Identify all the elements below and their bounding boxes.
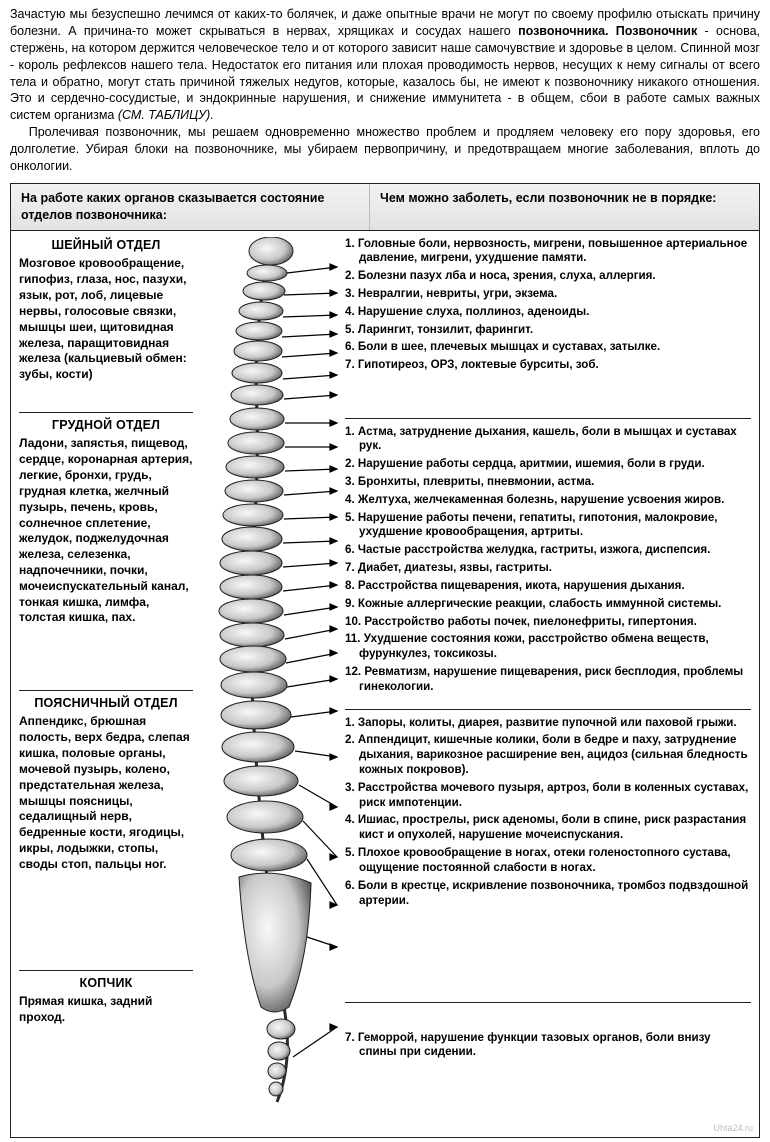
intro-p2: Пролечивая позвоночник, мы решаем одновр… xyxy=(10,124,760,175)
list-item: 6. Частые расстройства желудка, гастриты… xyxy=(345,543,751,558)
list-item: 9. Кожные аллергические реакции, слабост… xyxy=(345,597,751,612)
list-item: 2. Болезни пазух лба и носа, зрения, слу… xyxy=(345,269,751,284)
list-item: 1. Головные боли, нервозность, мигрени, … xyxy=(345,237,751,267)
list-item: 6. Боли в шее, плечевых мышцах и сустава… xyxy=(345,340,751,355)
sec4-diseases: 7. Геморрой, нарушение функции тазовых о… xyxy=(345,1031,751,1121)
list-item: 10. Расстройство работы почек, пиелонефр… xyxy=(345,615,751,630)
watermark: Uhta24.ru xyxy=(713,1122,753,1134)
sec2-diseases: 1. Астма, затруднение дыхания, кашель, б… xyxy=(345,425,751,703)
list-item: 2. Аппендицит, кишечные колики, боли в б… xyxy=(345,733,751,777)
left-column: ШЕЙНЫЙ ОТДЕЛ Мозговое кровообращение, ги… xyxy=(19,237,199,1127)
list-item: 12. Ревматизм, нарушение пищеварения, ри… xyxy=(345,665,751,695)
header-left: На работе каких органов сказывается сост… xyxy=(11,184,370,230)
list-item: 8. Расстройства пищеварения, икота, нару… xyxy=(345,579,751,594)
list-item: 3. Невралгии, невриты, угри, экзема. xyxy=(345,287,751,302)
intro-text: Зачастую мы безуспешно лечимся от каких-… xyxy=(10,6,760,175)
list-item: 7. Диабет, диатезы, язвы, гастриты. xyxy=(345,561,751,576)
sec3-organs: Аппендикс, брюшная полость, верх бедра, … xyxy=(19,714,193,872)
list-item: 6. Боли в крестце, искривление позвоночн… xyxy=(345,879,751,909)
list-item: 4. Желтуха, желчекаменная болезнь, наруш… xyxy=(345,493,751,508)
header-right: Чем можно заболеть, если позвоночник не … xyxy=(370,184,759,230)
sec4-title: КОПЧИК xyxy=(19,970,193,992)
list-item: 3. Бронхиты, плевриты, пневмонии, астма. xyxy=(345,475,751,490)
spine-info-box: На работе каких органов сказывается сост… xyxy=(10,183,760,1138)
list-item: 5. Ларингит, тонзилит, фарингит. xyxy=(345,323,751,338)
spine-illustration-column xyxy=(199,237,339,1127)
sec1-title: ШЕЙНЫЙ ОТДЕЛ xyxy=(19,237,193,254)
intro-spine-bold: позвоночника. Позвоночник xyxy=(518,24,697,38)
list-item: 11. Ухудшение состояния кожи, расстройст… xyxy=(345,632,751,662)
list-item: 1. Астма, затруднение дыхания, кашель, б… xyxy=(345,425,751,455)
box-header: На работе каких органов сказывается сост… xyxy=(11,184,759,231)
intro-see-table: (СМ. ТАБЛИЦУ). xyxy=(118,108,214,122)
list-item: 7. Гипотиреоз, ОРЗ, локтевые бурситы, зо… xyxy=(345,358,751,373)
list-item: 7. Геморрой, нарушение функции тазовых о… xyxy=(345,1031,751,1061)
spine-svg xyxy=(199,237,339,1117)
list-item: 4. Ишиас, прострелы, риск аденомы, боли … xyxy=(345,813,751,843)
right-column: 1. Головные боли, нервозность, мигрени, … xyxy=(339,237,751,1127)
sec1-diseases: 1. Головные боли, нервозность, мигрени, … xyxy=(345,237,751,412)
list-item: 5. Нарушение работы печени, гепатиты, ги… xyxy=(345,511,751,541)
list-item: 3. Расстройства мочевого пузыря, артроз,… xyxy=(345,781,751,811)
list-item: 1. Запоры, колиты, диарея, развитие пупо… xyxy=(345,716,751,731)
list-item: 4. Нарушение слуха, поллиноз, аденоиды. xyxy=(345,305,751,320)
sec2-organs: Ладони, запястья, пищевод, сердце, корон… xyxy=(19,436,193,626)
list-item: 5. Плохое кровообращение в ногах, отеки … xyxy=(345,846,751,876)
sec3-diseases: 1. Запоры, колиты, диарея, развитие пупо… xyxy=(345,716,751,996)
sec4-organs: Прямая кишка, задний проход. xyxy=(19,994,193,1026)
sec2-title: ГРУДНОЙ ОТДЕЛ xyxy=(19,412,193,434)
sec3-title: ПОЯСНИЧНЫЙ ОТДЕЛ xyxy=(19,690,193,712)
list-item: 2. Нарушение работы сердца, аритмии, ише… xyxy=(345,457,751,472)
box-body: ШЕЙНЫЙ ОТДЕЛ Мозговое кровообращение, ги… xyxy=(11,231,759,1137)
sec1-organs: Мозговое кровообращение, гипофиз, глаза,… xyxy=(19,256,193,383)
